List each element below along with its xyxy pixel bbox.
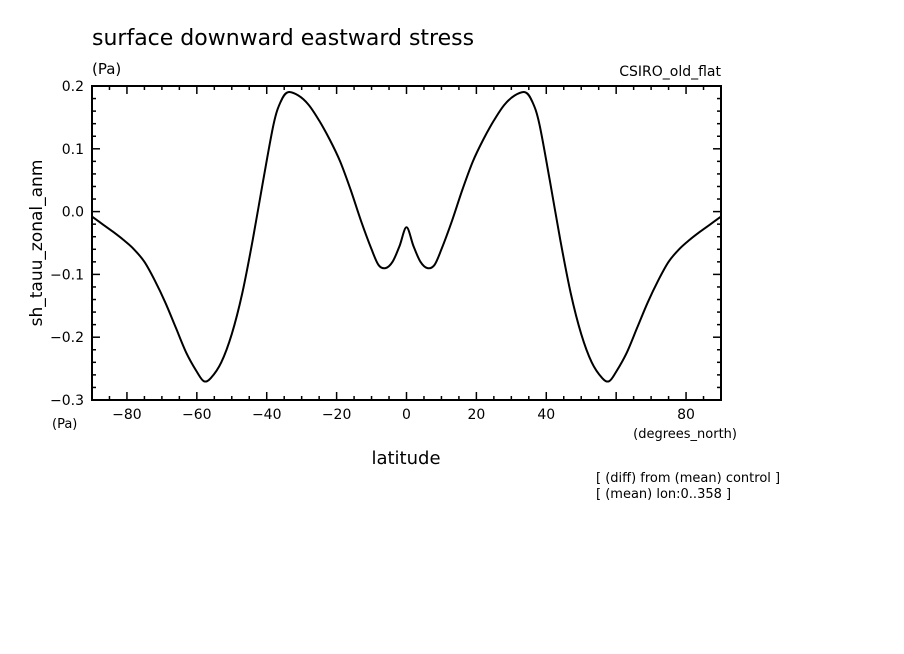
chart-title: surface downward eastward stress — [92, 26, 474, 51]
note-line-2: [ (mean) lon:0..358 ] — [596, 487, 731, 502]
y-tick-label: 0.1 — [62, 142, 84, 158]
y-tick-label: −0.1 — [50, 267, 84, 283]
y-tick-label: 0.0 — [62, 205, 84, 221]
x-tick-label: −40 — [252, 407, 282, 423]
y-axis-ticks: 0.2 0.1 0.0 −0.1 −0.2 −0.3 — [50, 79, 721, 409]
x-axis-ticks: −80 −60 −40 −20 0 20 40 80 — [91, 86, 722, 423]
y-tick-label: 0.2 — [62, 79, 84, 95]
y-tick-label: −0.2 — [50, 330, 84, 346]
series-line — [91, 91, 722, 383]
units-label: (Pa) — [92, 60, 121, 78]
x-tick-label: 0 — [402, 407, 411, 423]
y-tick-label: −0.3 — [50, 393, 84, 409]
model-label: CSIRO_old_flat — [619, 64, 721, 80]
x-tick-label: −60 — [182, 407, 212, 423]
plot-frame — [91, 85, 722, 401]
x-tick-label: 40 — [537, 407, 555, 423]
x-units-label: (degrees_north) — [633, 427, 737, 442]
note-line-1: [ (diff) from (mean) control ] — [596, 471, 780, 486]
x-tick-label: −80 — [112, 407, 142, 423]
y-axis-label: sh_tauu_zonal_anm — [27, 160, 47, 327]
x-tick-label: 20 — [467, 407, 485, 423]
x-tick-label: −20 — [322, 407, 352, 423]
x-axis-label: latitude — [371, 448, 440, 469]
x-tick-label: 80 — [677, 407, 695, 423]
y-units-label: (Pa) — [52, 417, 77, 432]
